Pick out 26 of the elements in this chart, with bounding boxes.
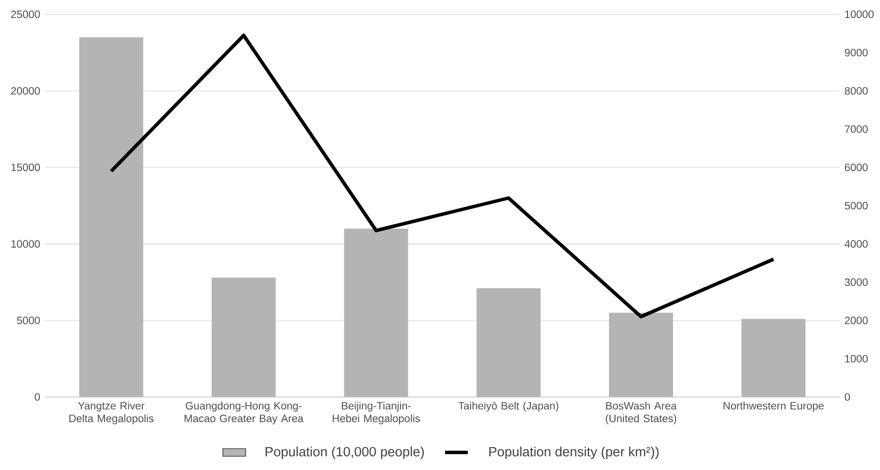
y2-tick-label: 1000 xyxy=(845,354,868,362)
y2-tick-label: 8000 xyxy=(844,87,868,95)
y-tick-label: 15000 xyxy=(11,164,40,172)
y-tick-label: 25000 xyxy=(11,10,40,18)
y-tick-label: 0 xyxy=(34,393,40,401)
x-tick-label: BosWash Area (United States) xyxy=(606,402,677,424)
y-tick-label: 5000 xyxy=(16,316,40,324)
y2-tick-label: 9000 xyxy=(844,48,868,56)
legend-label: Population density (per km²)) xyxy=(489,446,659,460)
y-tick-label: 10000 xyxy=(11,240,40,248)
x-tick-label: Beijing-Tianjin-Hebei Megalopolis xyxy=(332,402,420,424)
y2-tick-label: 6000 xyxy=(844,164,868,172)
y-tick-label: 20000 xyxy=(11,87,40,95)
y2-tick-label: 5000 xyxy=(844,202,868,210)
y2-tick-label: 10000 xyxy=(845,10,874,18)
legend-label: Population (10,000 people) xyxy=(266,446,424,460)
y2-tick-label: 4000 xyxy=(844,240,868,248)
x-tick-label: Northwestern Europe xyxy=(724,402,824,412)
x-tick-label: Taiheiyō Belt (Japan) xyxy=(458,402,558,412)
x-tick-label: Yangtze River Delta Megalopolis xyxy=(69,402,154,424)
y2-tick-label: 2000 xyxy=(844,316,868,324)
y2-tick-label: 3000 xyxy=(844,278,868,286)
x-tick-label: Guangdong-Hong Kong-Macao Greater Bay Area xyxy=(184,402,304,424)
line-series xyxy=(110,34,776,318)
y2-tick-label: 0 xyxy=(844,393,850,401)
y2-tick-label: 7000 xyxy=(844,125,868,133)
